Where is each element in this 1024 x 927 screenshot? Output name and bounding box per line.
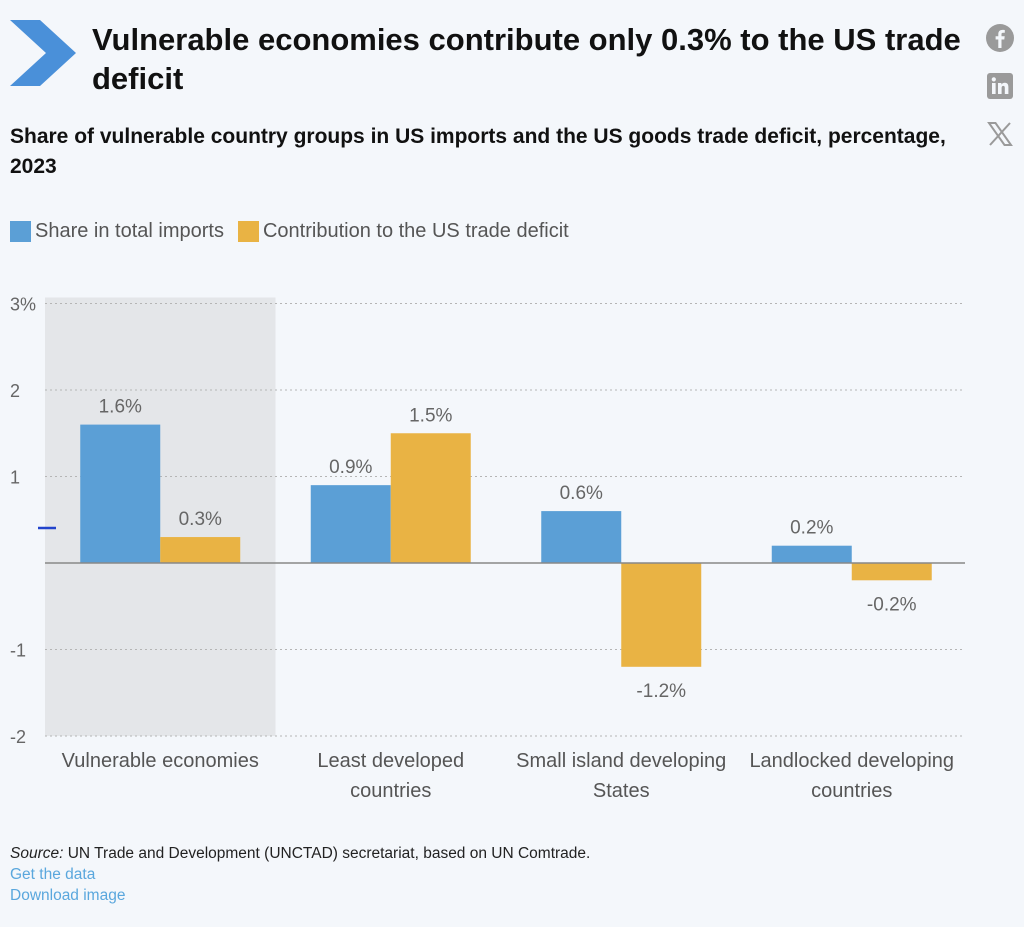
y-tick-label: -2 bbox=[10, 727, 26, 747]
page-title: Vulnerable economies contribute only 0.3… bbox=[92, 22, 961, 96]
get-data-link[interactable]: Get the data bbox=[10, 866, 96, 883]
data-label: 1.6% bbox=[99, 397, 142, 418]
facebook-share-button[interactable] bbox=[984, 22, 1016, 54]
x-share-button[interactable] bbox=[984, 118, 1016, 150]
linkedin-icon bbox=[987, 73, 1013, 99]
chart-footer: Source: UN Trade and Development (UNCTAD… bbox=[10, 843, 590, 906]
source-text: UN Trade and Development (UNCTAD) secret… bbox=[63, 845, 591, 862]
legend-label-deficit: Contribution to the US trade deficit bbox=[262, 219, 569, 242]
x-category-label: States bbox=[593, 780, 650, 802]
bar-imports bbox=[80, 424, 161, 563]
x-category-label: Vulnerable economies bbox=[62, 750, 259, 772]
source-label: Source: bbox=[10, 845, 64, 862]
data-label: 1.5% bbox=[409, 405, 452, 426]
x-category-label: Least developed bbox=[317, 750, 464, 772]
bar-deficit bbox=[621, 563, 702, 667]
x-category-label: Small island developing bbox=[516, 750, 726, 772]
x-category-label: Landlocked developing bbox=[749, 750, 954, 772]
bar-deficit bbox=[160, 537, 241, 563]
bar-chart: 3% 2 1 -1 -2 1.6% 0.9% 0.6% 0.2% 0.3% 1.5% -1.2% -0.… bbox=[10, 295, 965, 802]
chevron-logo-icon bbox=[10, 20, 76, 86]
data-label: 0.3% bbox=[179, 509, 222, 530]
y-tick-label: 3% bbox=[10, 295, 36, 315]
x-category-label: countries bbox=[811, 780, 892, 802]
facebook-icon bbox=[986, 24, 1014, 52]
y-tick-label: 2 bbox=[10, 381, 20, 401]
download-image-link[interactable]: Download image bbox=[10, 887, 126, 904]
bar-deficit bbox=[851, 563, 932, 581]
data-label: -1.2% bbox=[636, 681, 686, 702]
legend-swatch-imports bbox=[10, 220, 31, 242]
data-label: -0.2% bbox=[867, 594, 917, 615]
legend-label-imports: Share in total imports bbox=[35, 219, 224, 242]
chart-legend: Share in total imports Contribution to t… bbox=[10, 216, 583, 246]
data-label: 0.2% bbox=[790, 518, 833, 539]
bar-imports bbox=[310, 485, 391, 563]
x-category-label: countries bbox=[350, 780, 431, 802]
data-label: 0.6% bbox=[560, 483, 603, 504]
bar-deficit bbox=[390, 433, 471, 563]
x-icon bbox=[987, 122, 1013, 146]
legend-swatch-deficit bbox=[237, 220, 259, 242]
data-label: 0.9% bbox=[329, 457, 372, 478]
bar-imports bbox=[771, 545, 852, 563]
y-tick-label: 1 bbox=[10, 468, 20, 488]
source-note: Source: UN Trade and Development (UNCTAD… bbox=[10, 843, 590, 864]
linkedin-share-button[interactable] bbox=[984, 70, 1016, 102]
chart-subtitle: Share of vulnerable country groups in US… bbox=[10, 125, 946, 178]
legend-item-imports[interactable]: Share in total imports bbox=[10, 220, 224, 243]
y-tick-label: -1 bbox=[10, 641, 26, 661]
bar-imports bbox=[541, 511, 622, 563]
legend-item-deficit[interactable]: Contribution to the US trade deficit bbox=[237, 219, 569, 243]
